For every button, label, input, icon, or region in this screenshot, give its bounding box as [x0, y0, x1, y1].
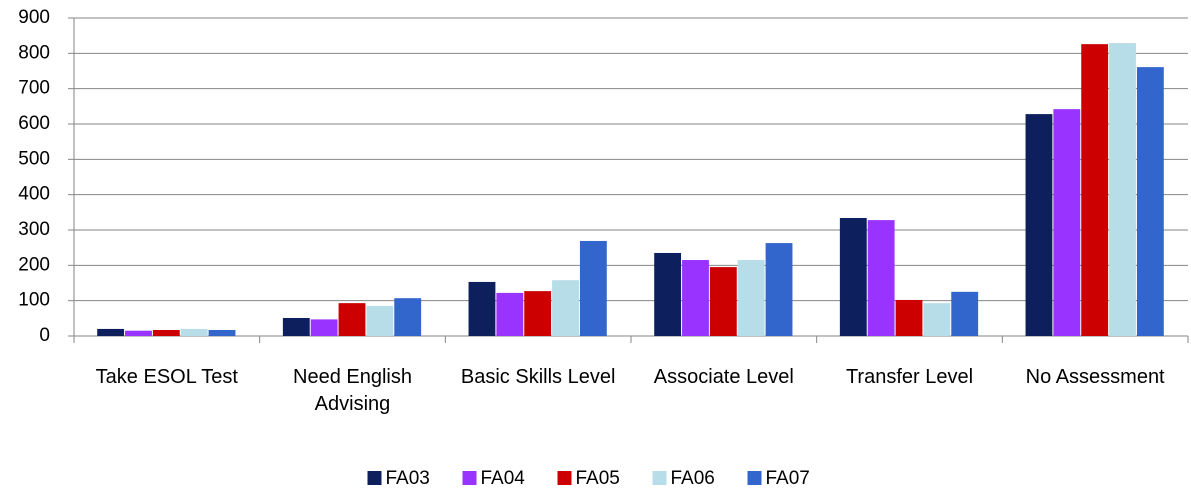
x-tick-label: Need English Advising	[293, 366, 412, 415]
bar	[1136, 67, 1164, 336]
x-tick-label: Basic Skills Level	[460, 366, 616, 388]
bar	[282, 317, 310, 336]
bar	[1081, 44, 1109, 336]
bar	[951, 291, 979, 336]
y-tick-label: 900	[18, 7, 50, 28]
legend-label: FA04	[481, 468, 526, 489]
legend-label: FA07	[766, 468, 810, 489]
y-tick-label: 300	[18, 219, 50, 240]
bar	[1109, 43, 1136, 336]
x-tick-label: No Assessment	[1025, 366, 1165, 388]
bar	[682, 260, 709, 336]
legend-swatch	[747, 471, 762, 485]
y-tick-label: 600	[18, 113, 50, 134]
legend-swatch	[462, 471, 477, 485]
y-tick-label: 500	[18, 148, 50, 169]
x-tick-label: Transfer Level	[845, 366, 974, 388]
bar	[579, 240, 607, 336]
bar	[1053, 109, 1081, 336]
bar	[125, 330, 152, 336]
bar	[496, 292, 524, 336]
legend-label: FA06	[671, 468, 715, 489]
y-tick-label: 800	[18, 42, 50, 63]
bar	[468, 281, 496, 336]
legend-swatch	[557, 471, 572, 485]
bar	[366, 305, 394, 336]
bar	[895, 299, 923, 336]
legend-swatch	[367, 471, 382, 485]
bar	[765, 243, 793, 336]
y-tick-label: 100	[18, 290, 50, 311]
legend-label: FA05	[576, 468, 620, 489]
bar	[180, 328, 208, 336]
bar	[1025, 114, 1053, 337]
y-tick-label: 700	[18, 78, 50, 99]
bar	[394, 298, 422, 336]
bar	[524, 291, 552, 336]
bar	[867, 220, 895, 336]
y-tick-label: 0	[39, 325, 50, 346]
bar	[737, 260, 765, 336]
bar	[208, 329, 236, 336]
bar	[310, 319, 338, 336]
x-tick-label: Take ESOL Test	[95, 366, 238, 388]
bar	[97, 328, 125, 336]
bar	[923, 303, 951, 336]
legend-swatch	[652, 471, 667, 485]
legend-label: FA03	[386, 468, 430, 489]
bar	[552, 280, 579, 336]
bar	[709, 267, 737, 336]
bar	[839, 217, 867, 336]
bar	[654, 252, 682, 336]
y-tick-label: 400	[18, 184, 50, 205]
bar	[338, 303, 366, 336]
y-tick-label: 200	[18, 254, 50, 275]
x-tick-label: Associate Level	[653, 366, 794, 388]
bar	[152, 329, 180, 336]
